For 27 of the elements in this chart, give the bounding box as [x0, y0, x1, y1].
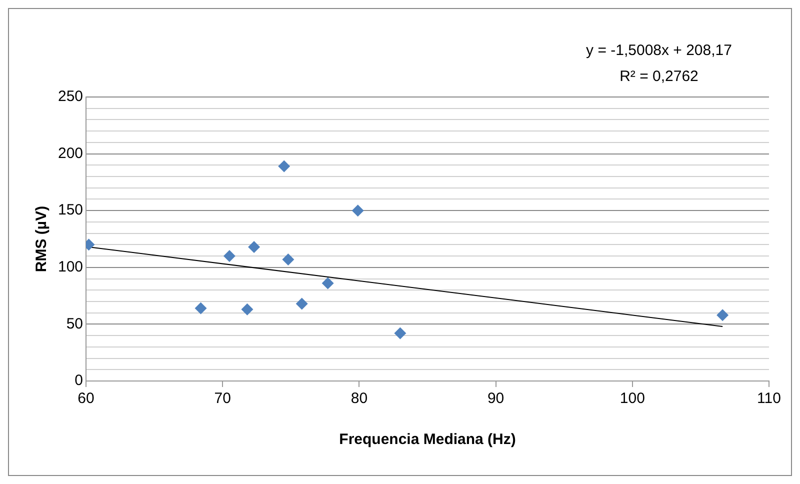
point [282, 253, 294, 266]
text: y = -1,5008x + 208,17 [586, 42, 732, 59]
x-tick-label: 90 [487, 390, 504, 408]
point [322, 277, 334, 290]
point [194, 302, 207, 314]
point [352, 204, 364, 217]
y-tick-label: 0 [74, 372, 84, 390]
point [278, 160, 290, 172]
point [394, 327, 406, 340]
y-tick-label: 50 [66, 315, 84, 332]
point [223, 250, 236, 262]
x-tick-label: 60 [78, 390, 94, 408]
point [716, 309, 729, 322]
point [248, 240, 260, 253]
y-tick-label: 150 [58, 202, 84, 219]
y-axis-title: RMS (µV) [33, 206, 50, 272]
x-tick-label: 110 [757, 390, 781, 408]
x-tick-label: 100 [620, 390, 645, 408]
y-tick-label: 250 [58, 88, 84, 106]
point [296, 298, 308, 310]
point [241, 303, 254, 316]
x-tick-label: 70 [214, 390, 231, 408]
text: R² = 0,2762 [620, 68, 698, 85]
x-tick-label: 80 [350, 390, 368, 408]
x-axis-title: Frequencia Mediana (Hz) [339, 431, 516, 448]
y-tick-label: 100 [58, 258, 84, 276]
y-tick-label: 200 [58, 144, 84, 162]
